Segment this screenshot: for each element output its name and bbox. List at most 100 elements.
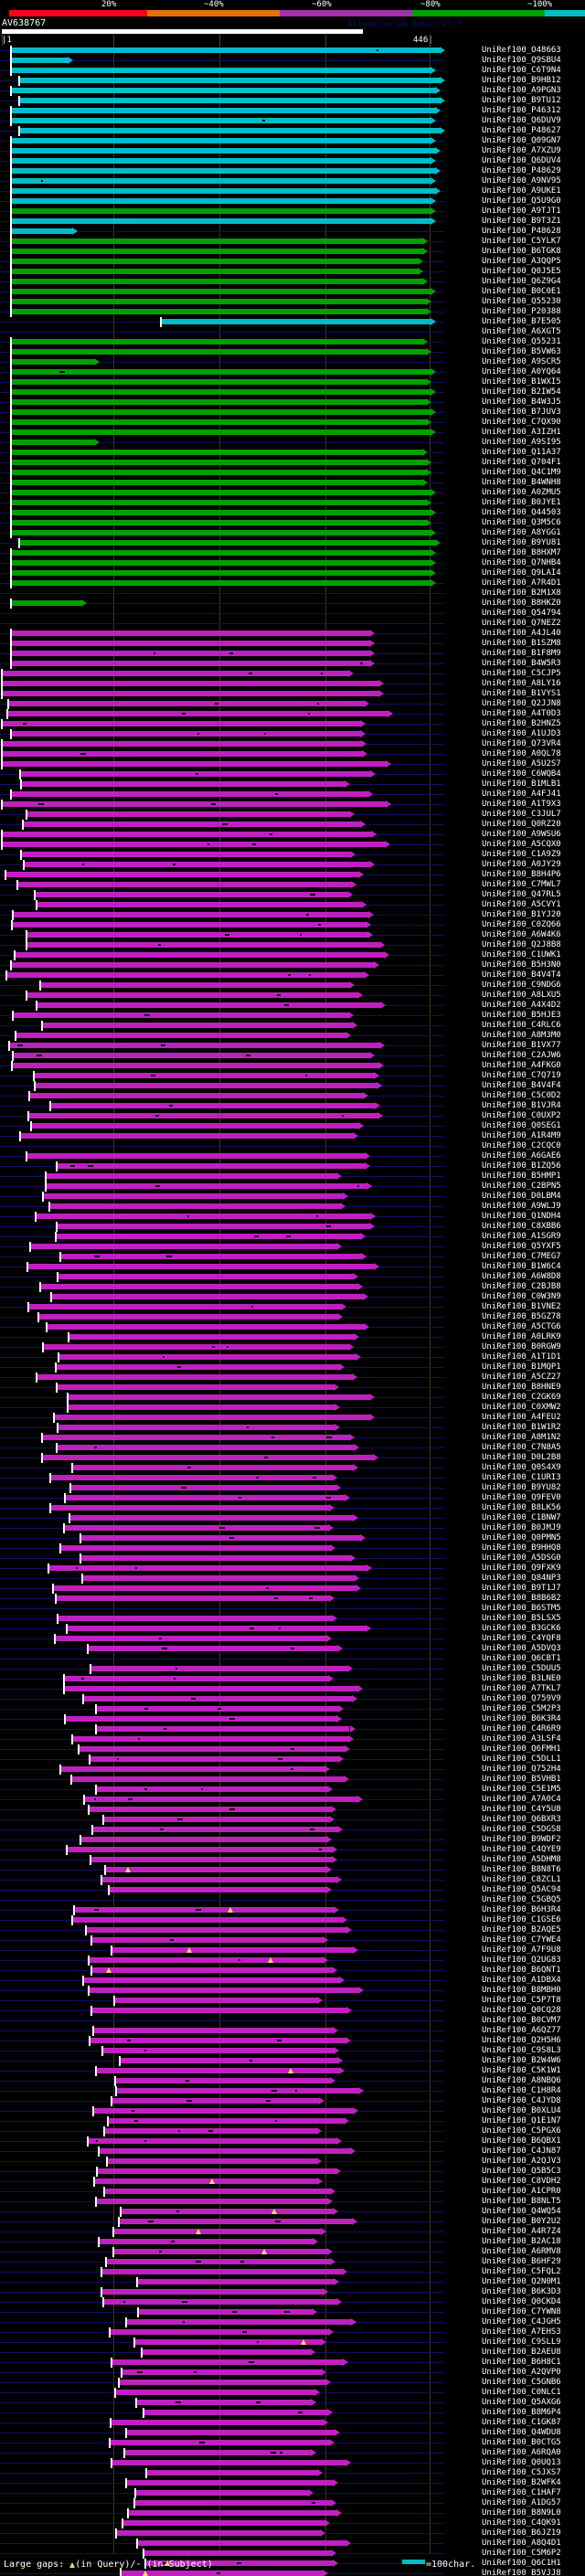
table-row[interactable]: UniRef100_A5CQX0 — [0, 840, 585, 850]
hit-label[interactable]: UniRef100_B1WXI5 — [482, 377, 561, 387]
table-row[interactable]: UniRef100_Q3M5C6 — [0, 518, 585, 528]
hit-label[interactable]: UniRef100_B2AC18 — [482, 2237, 561, 2246]
hit-label[interactable]: UniRef100_C7N8A5 — [482, 1443, 561, 1452]
alignment-bar[interactable] — [34, 892, 347, 897]
table-row[interactable]: UniRef100_C1GK87 — [0, 2418, 585, 2428]
alignment-bar[interactable] — [138, 2309, 312, 2315]
table-row[interactable]: UniRef100_B0CVM7 — [0, 2016, 585, 2026]
table-row[interactable]: UniRef100_C5DLL1 — [0, 1754, 585, 1765]
hit-label[interactable]: UniRef100_Q0S4X9 — [482, 1463, 561, 1472]
hit-label[interactable]: UniRef100_B6K3D3 — [482, 2287, 561, 2296]
table-row[interactable]: UniRef100_B9HB12 — [0, 76, 585, 86]
table-row[interactable]: UniRef100_B1F8M9 — [0, 649, 585, 659]
alignment-bar[interactable] — [64, 1676, 328, 1681]
table-row[interactable]: UniRef100_A9UKE1 — [0, 186, 585, 196]
table-row[interactable]: UniRef100_A5DSG0 — [0, 1553, 585, 1564]
table-row[interactable]: UniRef100_Q2UG83 — [0, 1956, 585, 1966]
table-row[interactable]: UniRef100_A0YQ64 — [0, 367, 585, 377]
table-row[interactable]: UniRef100_B4V4F4 — [0, 1081, 585, 1091]
alignment-bar[interactable] — [105, 1867, 326, 1872]
table-row[interactable]: UniRef100_C0XMW2 — [0, 1403, 585, 1413]
table-row[interactable]: UniRef100_B1ZQ56 — [0, 1161, 585, 1171]
hit-label[interactable]: UniRef100_Q0SEG1 — [482, 1121, 561, 1130]
hit-label[interactable]: UniRef100_A5U2S7 — [482, 759, 561, 769]
table-row[interactable]: UniRef100_B8M6P4 — [0, 2408, 585, 2418]
hit-label[interactable]: UniRef100_C4Y5U8 — [482, 1805, 561, 1814]
table-row[interactable]: UniRef100_Q0S4X9 — [0, 1463, 585, 1473]
alignment-bar[interactable] — [2, 761, 387, 767]
hit-label[interactable]: UniRef100_Q55231 — [482, 337, 561, 346]
table-row[interactable]: UniRef100_Q0J5E5 — [0, 267, 585, 277]
alignment-bar[interactable] — [98, 2239, 313, 2244]
hit-label[interactable]: UniRef100_A1DG57 — [482, 2498, 561, 2507]
table-row[interactable]: UniRef100_B2WFK4 — [0, 2478, 585, 2488]
alignment-bar[interactable] — [48, 1565, 367, 1571]
alignment-bar[interactable] — [10, 168, 436, 174]
table-row[interactable]: UniRef100_A7A0C4 — [0, 1795, 585, 1805]
table-row[interactable]: UniRef100_A0JY29 — [0, 860, 585, 870]
table-row[interactable]: UniRef100_A1R4M9 — [0, 1131, 585, 1141]
hit-label[interactable]: UniRef100_C5PGX6 — [482, 2126, 561, 2136]
table-row[interactable]: UniRef100_C1HAF7 — [0, 2488, 585, 2498]
table-row[interactable]: UniRef100_Q6C1H1 — [0, 2559, 585, 2569]
table-row[interactable]: UniRef100_A4T0D3 — [0, 709, 585, 719]
alignment-bar[interactable] — [96, 1706, 339, 1712]
alignment-bar[interactable] — [49, 1475, 332, 1480]
alignment-bar[interactable] — [10, 138, 431, 143]
hit-label[interactable]: UniRef100_A7TKL7 — [482, 1684, 561, 1693]
hit-label[interactable]: UniRef100_B6HF29 — [482, 2257, 561, 2266]
hit-label[interactable]: UniRef100_C5GNB6 — [482, 2378, 561, 2387]
table-row[interactable]: UniRef100_C2BJB8 — [0, 1282, 585, 1292]
table-row[interactable]: UniRef100_B6HF29 — [0, 2257, 585, 2267]
table-row[interactable]: UniRef100_C5PGX6 — [0, 2126, 585, 2136]
hit-label[interactable]: UniRef100_Q73VR4 — [482, 739, 561, 748]
table-row[interactable]: UniRef100_C2GK69 — [0, 1393, 585, 1403]
table-row[interactable]: UniRef100_A4R7Z4 — [0, 2227, 585, 2237]
hit-label[interactable]: UniRef100_C2BJB8 — [482, 1282, 561, 1291]
alignment-bar[interactable] — [56, 1384, 335, 1390]
table-row[interactable]: UniRef100_Q9FEV0 — [0, 1493, 585, 1503]
alignment-bar[interactable] — [69, 1515, 353, 1521]
alignment-bar[interactable] — [10, 359, 95, 365]
table-row[interactable]: UniRef100_B3GCK6 — [0, 1624, 585, 1634]
alignment-bar[interactable] — [121, 2571, 323, 2576]
alignment-bar[interactable] — [2, 681, 378, 686]
table-row[interactable]: UniRef100_B5VW63 — [0, 347, 585, 357]
hit-label[interactable]: UniRef100_C4RLC6 — [482, 1021, 561, 1030]
table-row[interactable]: UniRef100_B0JYE1 — [0, 498, 585, 508]
alignment-bar[interactable] — [126, 2319, 351, 2325]
alignment-bar[interactable] — [10, 570, 431, 576]
alignment-bar[interactable] — [10, 399, 427, 405]
alignment-bar[interactable] — [10, 460, 427, 465]
hit-label[interactable]: UniRef100_B1F8M9 — [482, 649, 561, 658]
table-row[interactable]: UniRef100_C5M6P2 — [0, 2549, 585, 2559]
table-row[interactable]: UniRef100_A1UJD3 — [0, 729, 585, 739]
alignment-bar[interactable] — [70, 1485, 335, 1490]
alignment-bar[interactable] — [121, 2209, 333, 2214]
table-row[interactable]: UniRef100_B5HMP1 — [0, 1171, 585, 1182]
alignment-bar[interactable] — [88, 1988, 358, 1993]
table-row[interactable]: UniRef100_C1H8R4 — [0, 2086, 585, 2096]
table-row[interactable]: UniRef100_C9SLL9 — [0, 2337, 585, 2348]
hit-label[interactable]: UniRef100_A8M1N2 — [482, 1433, 561, 1442]
hit-label[interactable]: UniRef100_B6QNT1 — [482, 1966, 561, 1975]
table-row[interactable]: UniRef100_C7MWL7 — [0, 880, 585, 890]
alignment-bar[interactable] — [96, 2199, 328, 2204]
alignment-bar[interactable] — [126, 2480, 334, 2486]
hit-label[interactable]: UniRef100_B6H3R4 — [482, 1905, 561, 1914]
alignment-bar[interactable] — [10, 389, 431, 395]
alignment-bar[interactable] — [89, 2038, 346, 2043]
hit-label[interactable]: UniRef100_Q5AXG6 — [482, 2398, 561, 2407]
hit-label[interactable]: UniRef100_B5LSX5 — [482, 1614, 561, 1623]
table-row[interactable]: UniRef100_Q9LAI4 — [0, 568, 585, 578]
table-row[interactable]: UniRef100_B6K3R4 — [0, 1714, 585, 1724]
hit-label[interactable]: UniRef100_C5FQL2 — [482, 2267, 561, 2276]
table-row[interactable]: UniRef100_Q2J8B8 — [0, 940, 585, 950]
alignment-bar[interactable] — [36, 1002, 380, 1008]
alignment-bar[interactable] — [60, 1545, 330, 1551]
table-row[interactable]: UniRef100_A1DBX4 — [0, 1976, 585, 1986]
alignment-bar[interactable] — [40, 982, 349, 988]
hit-label[interactable]: UniRef100_Q6Z9G4 — [482, 277, 561, 286]
table-row[interactable]: UniRef100_A1CPR0 — [0, 2187, 585, 2197]
hit-label[interactable]: UniRef100_B9HB12 — [482, 76, 561, 85]
